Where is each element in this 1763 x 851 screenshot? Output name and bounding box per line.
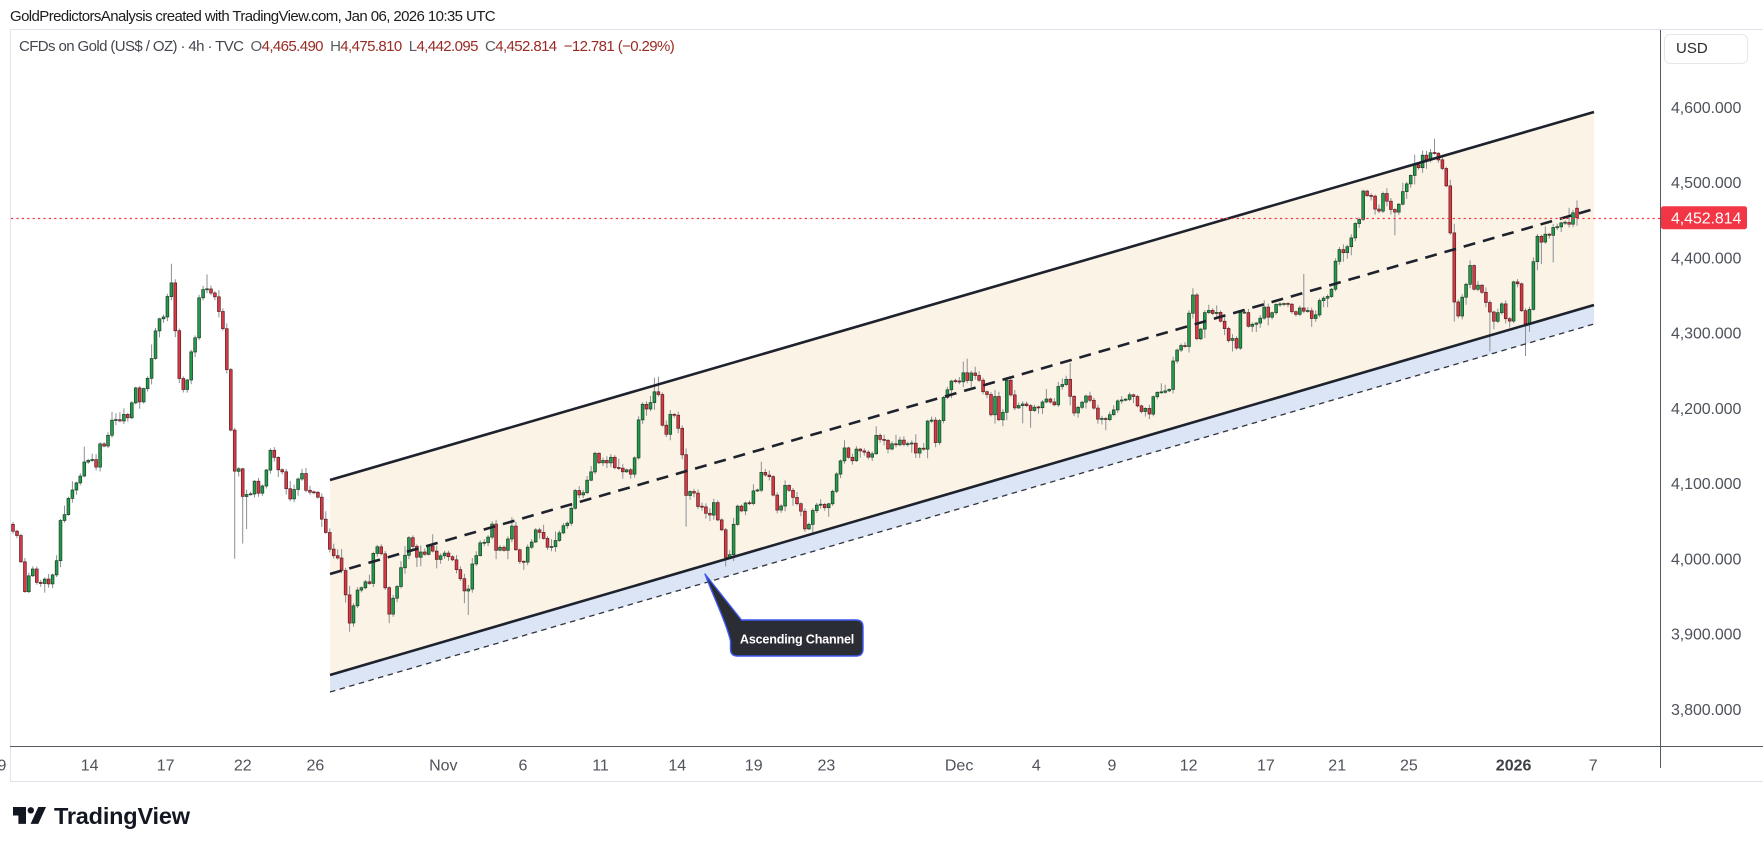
svg-text:4,000.000: 4,000.000 bbox=[1671, 551, 1741, 568]
svg-text:26: 26 bbox=[307, 758, 325, 775]
svg-text:TradingView: TradingView bbox=[54, 803, 191, 829]
svg-text:22: 22 bbox=[234, 758, 252, 775]
svg-text:12: 12 bbox=[1180, 758, 1198, 775]
svg-text:4,200.000: 4,200.000 bbox=[1671, 401, 1741, 418]
svg-text:14: 14 bbox=[81, 758, 99, 775]
svg-text:4,500.000: 4,500.000 bbox=[1671, 175, 1741, 192]
svg-text:4,600.000: 4,600.000 bbox=[1671, 100, 1741, 117]
svg-text:4: 4 bbox=[1032, 758, 1041, 775]
svg-text:11: 11 bbox=[592, 758, 609, 775]
svg-text:3,900.000: 3,900.000 bbox=[1671, 627, 1741, 644]
svg-text:17: 17 bbox=[157, 758, 175, 775]
svg-text:4,100.000: 4,100.000 bbox=[1671, 476, 1741, 493]
svg-text:3,800.000: 3,800.000 bbox=[1671, 702, 1741, 719]
svg-text:21: 21 bbox=[1328, 758, 1346, 775]
svg-text:23: 23 bbox=[818, 758, 836, 775]
svg-text:4,300.000: 4,300.000 bbox=[1671, 326, 1741, 343]
svg-text:17: 17 bbox=[1257, 758, 1275, 775]
svg-text:6: 6 bbox=[519, 758, 528, 775]
svg-text:Dec: Dec bbox=[945, 758, 973, 775]
svg-text:14: 14 bbox=[668, 758, 686, 775]
svg-text:25: 25 bbox=[1400, 758, 1418, 775]
svg-text:9: 9 bbox=[0, 758, 7, 775]
svg-text:Nov: Nov bbox=[429, 758, 457, 775]
svg-text:Ascending Channel: Ascending Channel bbox=[740, 633, 854, 647]
svg-text:19: 19 bbox=[745, 758, 763, 775]
svg-text:9: 9 bbox=[1107, 758, 1116, 775]
svg-text:2026: 2026 bbox=[1496, 758, 1532, 775]
svg-text:4,400.000: 4,400.000 bbox=[1671, 251, 1741, 268]
svg-text:7: 7 bbox=[1589, 758, 1598, 775]
svg-text:4,452.814: 4,452.814 bbox=[1671, 211, 1741, 228]
